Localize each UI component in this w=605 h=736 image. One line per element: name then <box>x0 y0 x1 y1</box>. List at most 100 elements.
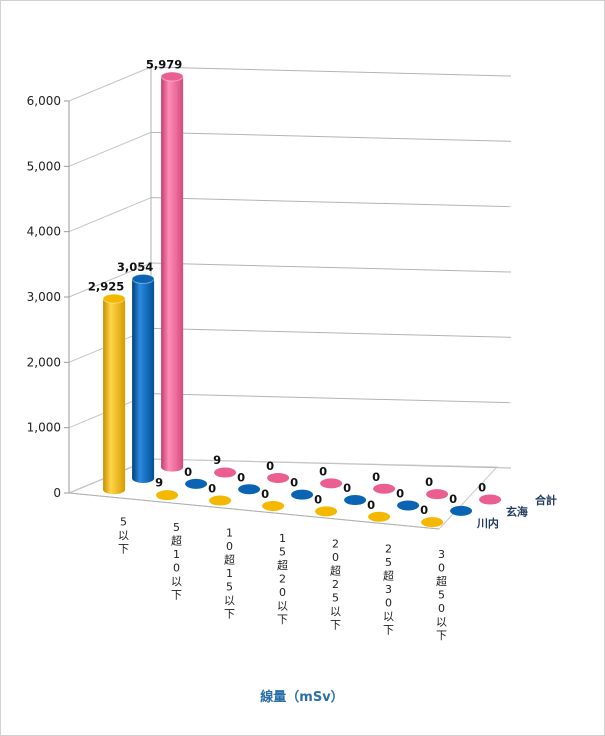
bar-disc <box>344 495 367 506</box>
bar-disc <box>156 490 179 501</box>
gridline-4 <box>150 197 512 208</box>
category-char: 下 <box>118 543 129 556</box>
category-char: 以 <box>118 529 129 542</box>
data-label: 0 <box>372 470 380 484</box>
data-label: 0 <box>184 465 192 479</box>
category-char: 2 <box>332 578 339 591</box>
bar-2-5 <box>426 489 449 500</box>
bar-0-5 <box>368 511 391 522</box>
data-labels: 0 0 0 0 0 9 5,979 0 0 0 0 0 0 3,054 0 0 0 0 0 9 2,925 <box>88 58 486 518</box>
bar-disc <box>368 511 391 522</box>
category-char: 1 <box>226 567 233 580</box>
data-label: 0 <box>208 482 216 496</box>
y-tick-label: 2,000 <box>27 355 61 369</box>
category-char: 2 <box>332 537 339 550</box>
bar-disc <box>185 478 208 489</box>
data-label: 0 <box>290 476 298 490</box>
category-char: 超 <box>171 534 182 548</box>
bar-1-3 <box>291 489 314 500</box>
y-tick-labels: 0 1,000 2,000 3,000 4,000 5,000 6,000 <box>27 94 61 500</box>
gridline-side-6 <box>68 66 152 102</box>
bar-body <box>132 278 155 483</box>
data-label: 0 <box>425 475 433 489</box>
bar-0-0 <box>102 293 126 495</box>
category-char: 下 <box>330 618 341 631</box>
x-axis-title: 線量（mSv） <box>260 689 343 705</box>
bar-top <box>102 293 126 304</box>
data-label: 0 <box>396 486 404 500</box>
bar-1-6 <box>450 505 473 516</box>
category-char: 以 <box>171 575 182 588</box>
data-label: 5,979 <box>146 58 182 72</box>
bar-2-6 <box>479 494 502 505</box>
bar-disc <box>479 494 502 505</box>
y-tick-label: 3,000 <box>27 290 61 304</box>
bar-body <box>103 298 126 495</box>
bar-disc <box>426 489 449 500</box>
data-label: 0 <box>367 498 375 512</box>
x-axis-line <box>68 492 440 530</box>
data-label: 0 <box>343 481 351 495</box>
gridlines <box>64 66 512 494</box>
bar-1-4 <box>344 495 367 506</box>
category-labels: 5 以下5 超 1 0 以下1 0 超 1 5 以下1 5 超 2 0 以下2 0 超 2 5 以下2 5 超 3 0 以下3 0 超… <box>118 516 447 642</box>
gridline-6 <box>150 66 512 77</box>
category-char: 5 <box>173 521 180 534</box>
category-char: 5 <box>332 591 339 604</box>
category-char: 超 <box>330 563 341 577</box>
gridline-2 <box>150 327 512 338</box>
category-char: 下 <box>383 624 394 637</box>
category-label-4: 2 0 超 2 5 以下 <box>330 537 341 631</box>
category-char: 0 <box>385 597 392 610</box>
bar-disc <box>421 517 444 528</box>
series-label-1: 玄海 <box>506 504 528 518</box>
category-char: 0 <box>438 562 445 575</box>
data-label: 0 <box>319 464 327 478</box>
data-label: 0 <box>237 470 245 484</box>
category-label-1: 5 超 1 0 以下 <box>171 521 182 602</box>
bar-disc <box>209 495 232 506</box>
bar-2-1 <box>214 467 237 478</box>
category-char: 5 <box>226 581 233 594</box>
data-label: 0 <box>478 481 486 495</box>
bar-top <box>131 273 155 284</box>
data-label: 0 <box>266 459 274 473</box>
bar-0-1 <box>156 490 179 501</box>
category-char: 超 <box>224 553 235 567</box>
category-char: 超 <box>277 558 288 572</box>
y-tick-label: 1,000 <box>27 421 61 435</box>
category-char: 5 <box>438 589 445 602</box>
category-char: 以 <box>330 605 341 618</box>
category-char: 下 <box>436 629 447 642</box>
bar-2-4 <box>373 483 396 494</box>
category-char: 以 <box>436 616 447 629</box>
category-char: 1 <box>173 548 180 561</box>
y-tick-label: 4,000 <box>27 225 61 239</box>
category-label-6: 3 0 超 5 0 以下 <box>436 548 447 642</box>
category-char: 0 <box>226 540 233 553</box>
category-char: 0 <box>438 602 445 615</box>
bar-1-2 <box>238 484 261 495</box>
category-char: 0 <box>332 551 339 564</box>
category-char: 1 <box>226 527 233 540</box>
series-label-0: 川内 <box>476 516 499 530</box>
bar-0-2 <box>209 495 232 506</box>
category-label-5: 2 5 超 3 0 以下 <box>383 543 394 637</box>
category-char: 下 <box>171 589 182 602</box>
category-char: 5 <box>385 556 392 569</box>
bar-0-4 <box>315 506 338 517</box>
bar-disc <box>397 500 420 511</box>
category-char: 下 <box>224 608 235 621</box>
data-label: 2,925 <box>88 280 124 294</box>
data-label: 0 <box>314 492 322 506</box>
category-char: 下 <box>277 613 288 626</box>
series-label-2: 合計 <box>535 493 557 507</box>
category-char: 以 <box>383 610 394 623</box>
bar-disc <box>214 467 237 478</box>
category-char: 以 <box>224 594 235 607</box>
bar-disc <box>291 489 314 500</box>
bar-2-2 <box>267 472 290 483</box>
bar-0-3 <box>262 500 285 511</box>
